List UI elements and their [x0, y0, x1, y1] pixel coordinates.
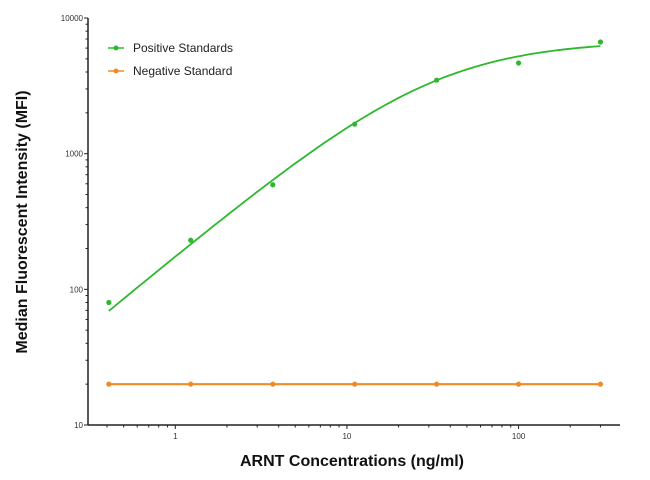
- data-point-0: [433, 77, 440, 83]
- x-tick-label: 1: [173, 432, 178, 441]
- y-tick-label: 10000: [61, 14, 84, 23]
- legend-label-negative: Negative Standard: [133, 64, 232, 78]
- x-tick-label: 100: [512, 432, 526, 441]
- data-point-1: [597, 381, 604, 387]
- x-axis-label: ARNT Concentrations (ng/ml): [240, 453, 464, 470]
- data-point-1: [270, 381, 276, 387]
- legend-marker-positive: [113, 45, 119, 51]
- y-tick-label: 10: [74, 421, 83, 430]
- data-point-1: [188, 381, 194, 387]
- data-point-1: [106, 381, 112, 387]
- x-tick-label: 10: [342, 432, 351, 441]
- legend-item-positive: Positive Standards: [108, 41, 233, 55]
- data-point-1: [515, 381, 522, 387]
- data-point-0: [515, 60, 522, 66]
- data-point-0: [106, 299, 112, 306]
- legend-item-negative: Negative Standard: [108, 64, 232, 78]
- data-point-0: [270, 182, 276, 188]
- data-point-0: [352, 121, 358, 127]
- legend-marker-negative: [113, 68, 119, 74]
- axes: 10 100 1000 10000 1 10 100: [61, 14, 620, 441]
- data-point-0: [597, 39, 604, 45]
- legend: Positive Standards Negative Standard: [108, 41, 233, 78]
- series-line-0: [108, 45, 601, 312]
- data-point-1: [433, 381, 440, 387]
- y-tick-label: 100: [70, 285, 84, 294]
- data-point-0: [188, 237, 194, 243]
- legend-label-positive: Positive Standards: [133, 41, 233, 55]
- data-point-1: [352, 381, 358, 387]
- y-tick-label: 1000: [65, 150, 83, 159]
- y-axis-label: Median Fluorescent Intensity (MFI): [14, 90, 31, 353]
- data-marks: [106, 39, 604, 387]
